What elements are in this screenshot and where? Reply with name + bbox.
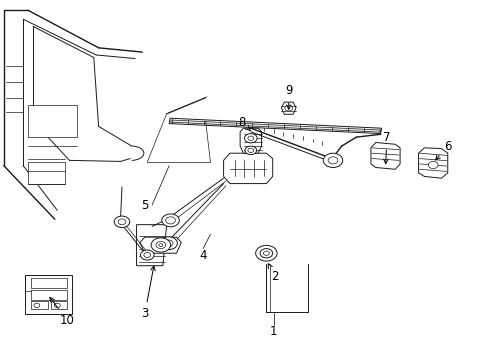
Text: 5: 5 [141,198,148,212]
Circle shape [244,146,256,155]
Circle shape [159,244,163,247]
Polygon shape [25,275,72,314]
Polygon shape [170,120,379,132]
Text: 4: 4 [199,248,206,261]
Circle shape [54,303,60,307]
Polygon shape [370,143,399,169]
Circle shape [260,249,272,258]
Bar [28,105,77,137]
Circle shape [156,242,165,249]
Circle shape [164,240,173,247]
Polygon shape [136,225,166,266]
Polygon shape [140,237,181,253]
Circle shape [165,217,175,224]
Bar [30,290,67,300]
Circle shape [327,157,337,164]
Circle shape [247,148,253,153]
Circle shape [244,134,257,143]
Circle shape [162,214,179,227]
Circle shape [140,250,154,260]
Text: 7: 7 [383,131,390,164]
Circle shape [255,246,277,261]
Bar [30,301,47,309]
Polygon shape [281,102,295,114]
Circle shape [114,216,129,228]
Text: 1: 1 [269,325,277,338]
Bar [30,278,67,288]
Polygon shape [169,118,381,134]
Circle shape [143,252,150,257]
Text: 3: 3 [141,266,155,320]
Circle shape [427,161,437,168]
Circle shape [160,237,177,249]
Circle shape [285,105,292,111]
Circle shape [34,303,40,307]
Circle shape [118,219,125,225]
Bar [51,301,67,309]
Circle shape [247,136,253,140]
Text: 10: 10 [50,297,74,327]
Text: 2: 2 [268,264,278,283]
Text: 9: 9 [285,84,292,109]
Bar [28,162,64,184]
Polygon shape [223,153,272,184]
Text: 8: 8 [238,116,250,131]
Text: 6: 6 [435,140,450,160]
Circle shape [323,153,342,167]
Polygon shape [240,128,261,153]
Circle shape [263,251,269,255]
Polygon shape [418,148,447,178]
Circle shape [151,238,170,252]
